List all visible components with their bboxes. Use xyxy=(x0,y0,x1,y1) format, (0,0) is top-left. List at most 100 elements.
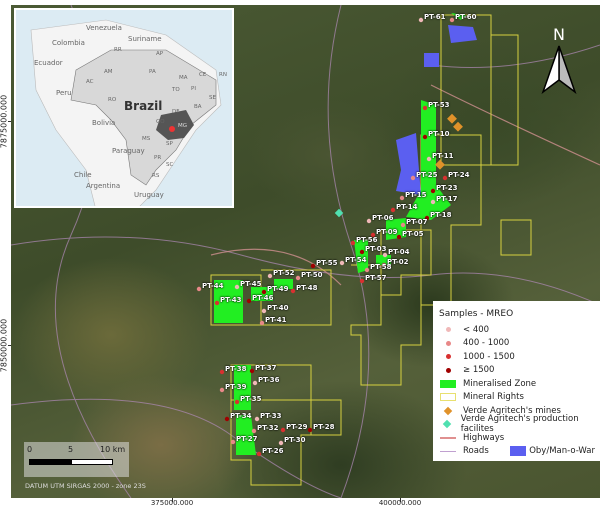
legend-item: Roads xyxy=(439,445,595,459)
legend-item: ≥ 1500 xyxy=(439,364,595,378)
sample-label: PT-48 xyxy=(296,284,318,292)
legend-item: Verde Agritech's mines xyxy=(439,404,595,418)
state-label: AP xyxy=(156,51,164,57)
state-label: GO xyxy=(156,119,165,125)
sample-point xyxy=(280,427,286,433)
state-label: PI xyxy=(191,86,196,92)
legend-oby: Oby/Man-o-War xyxy=(510,446,595,456)
state-label: BA xyxy=(194,104,202,110)
x-tick xyxy=(172,498,173,502)
country-label: Paraguay xyxy=(112,147,145,155)
legend-label: Oby/Man-o-War xyxy=(529,446,595,456)
legend-label: Verde Agritech's production facilites xyxy=(460,414,579,435)
sample-label: PT-33 xyxy=(260,412,282,420)
sample-point xyxy=(422,134,428,140)
sample-label: PT-52 xyxy=(273,269,295,277)
x-tick-label: 375000.000 xyxy=(150,499,194,507)
scale-label: 10 km xyxy=(100,445,126,454)
north-label: N xyxy=(553,25,565,44)
country-label: Colombia xyxy=(52,39,85,47)
sample-label: PT-30 xyxy=(284,436,306,444)
sample-dots xyxy=(196,17,455,457)
sample-point xyxy=(370,232,376,238)
sample-point xyxy=(410,175,416,181)
state-label: MA xyxy=(179,75,188,81)
sample-label: PT-07 xyxy=(406,218,428,226)
sample-point xyxy=(234,399,240,405)
sample-label: PT-09 xyxy=(376,228,398,236)
state-label: AM xyxy=(104,69,113,75)
legend-label: Mineralised Zone xyxy=(463,378,537,389)
country-label: Suriname xyxy=(128,35,162,43)
legend-item: < 400 xyxy=(439,323,595,337)
sample-label: PT-60 xyxy=(455,13,477,21)
sample-point xyxy=(359,249,365,255)
sample-label: PT-40 xyxy=(267,304,289,312)
legend-label: ≥ 1500 xyxy=(463,365,495,376)
state-label: CE xyxy=(199,72,207,78)
legend-item: Verde Agritech's production facilites xyxy=(439,414,595,434)
inset-location-map: Venezuela Colombia Suriname Ecuador Peru… xyxy=(14,8,234,208)
legend-item: Highways xyxy=(439,431,595,445)
state-label: RN xyxy=(219,72,227,78)
satellite-map[interactable]: PT-61 PT-60 PT-53 PT-10 PT-11 PT-25 PT-24 PT-23… xyxy=(11,5,600,498)
country-label: Argentina xyxy=(86,182,121,190)
map-overlays xyxy=(11,5,600,498)
legend-symbol xyxy=(439,327,457,333)
sample-label: PT-34 xyxy=(230,412,252,420)
sample-point xyxy=(252,380,258,386)
sample-label: PT-28 xyxy=(313,423,335,431)
sample-label: PT-11 xyxy=(432,152,454,160)
state-label: RS xyxy=(152,173,160,179)
sample-point xyxy=(426,156,432,162)
legend-symbol xyxy=(439,367,457,373)
legend-label: < 400 xyxy=(463,324,490,335)
state-label: PR xyxy=(154,155,162,161)
sample-label: PT-03 xyxy=(365,245,387,253)
sample-point xyxy=(382,252,388,258)
sample-point xyxy=(339,260,345,266)
legend-symbol xyxy=(439,406,457,415)
sample-label: PT-04 xyxy=(388,248,410,256)
sample-label: PT-14 xyxy=(396,203,418,211)
sample-point xyxy=(400,222,406,228)
legend-label: Mineral Rights xyxy=(463,392,524,403)
sample-label: PT-26 xyxy=(262,447,284,455)
sample-point xyxy=(424,215,430,221)
sample-point xyxy=(278,440,284,446)
legend-item: 1000 - 1500 xyxy=(439,350,595,364)
y-tick-label: 7850000.000 xyxy=(0,318,9,373)
inset-shapes xyxy=(30,19,222,206)
mineralised-zones xyxy=(214,13,466,455)
sample-label: PT-53 xyxy=(428,101,450,109)
country-label: Peru xyxy=(56,89,72,97)
state-label: SC xyxy=(166,162,174,168)
country-label: Venezuela xyxy=(86,24,122,32)
sample-label: PT-27 xyxy=(236,435,258,443)
legend-symbol xyxy=(439,379,457,388)
minas-gerais-highlight xyxy=(156,110,194,140)
sample-point xyxy=(290,288,296,294)
scale-bar: 0 5 10 km xyxy=(24,442,129,477)
sample-point xyxy=(230,439,236,445)
sample-point xyxy=(261,308,267,314)
sample-point xyxy=(350,240,356,246)
x-tick xyxy=(400,498,401,502)
sample-point xyxy=(219,387,225,393)
sample-label: PT-36 xyxy=(258,376,280,384)
sample-point xyxy=(267,273,273,279)
legend-label: Verde Agritech's mines xyxy=(463,405,561,416)
legend-symbol xyxy=(439,354,457,360)
state-label: SE xyxy=(209,95,216,101)
sample-label: PT-58 xyxy=(370,263,392,271)
legend-symbol xyxy=(439,420,455,429)
sample-point xyxy=(196,286,202,292)
oby-man-o-war-areas xyxy=(396,25,477,195)
sample-label: PT-39 xyxy=(225,383,247,391)
sample-label: PT-54 xyxy=(345,256,367,264)
sample-label: PT-02 xyxy=(387,258,409,266)
legend-label: 400 - 1000 xyxy=(463,338,510,349)
sample-point xyxy=(214,300,220,306)
state-label: RO xyxy=(108,97,117,103)
datum-note: DATUM UTM SIRGAS 2000 - zone 23S xyxy=(25,482,146,490)
